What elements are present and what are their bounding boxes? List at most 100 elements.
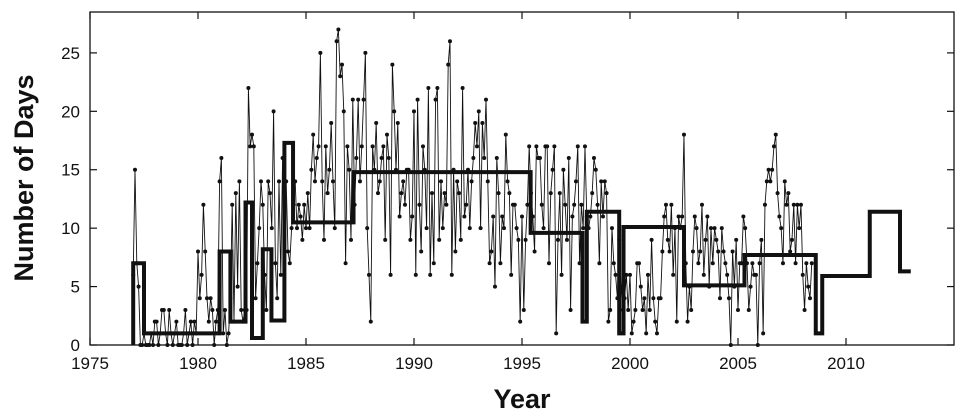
data-point bbox=[593, 167, 598, 172]
data-point bbox=[525, 202, 530, 207]
data-point bbox=[602, 179, 607, 184]
data-point bbox=[698, 249, 703, 254]
data-point bbox=[797, 226, 802, 231]
data-point bbox=[258, 179, 263, 184]
data-point bbox=[267, 191, 272, 196]
data-point bbox=[428, 272, 433, 277]
data-point bbox=[658, 296, 663, 301]
data-point bbox=[467, 226, 472, 231]
data-point bbox=[419, 249, 424, 254]
data-point bbox=[223, 307, 227, 312]
data-point bbox=[552, 144, 557, 149]
data-point bbox=[651, 296, 656, 301]
data-point bbox=[521, 307, 526, 312]
data-point bbox=[647, 307, 652, 312]
data-point bbox=[516, 237, 521, 242]
data-point bbox=[343, 261, 348, 266]
x-tick-label: 2005 bbox=[719, 354, 757, 373]
data-point bbox=[588, 214, 593, 219]
data-point bbox=[433, 97, 438, 102]
data-point bbox=[426, 85, 431, 90]
data-point bbox=[165, 343, 170, 347]
data-point bbox=[300, 237, 305, 242]
data-point bbox=[537, 156, 542, 161]
data-point bbox=[501, 226, 506, 231]
data-point bbox=[773, 132, 778, 137]
data-point bbox=[714, 237, 719, 242]
data-point bbox=[347, 167, 352, 172]
data-point bbox=[179, 343, 184, 347]
data-point bbox=[640, 307, 645, 312]
y-tick-label: 0 bbox=[71, 336, 80, 355]
data-point bbox=[770, 167, 775, 172]
data-point bbox=[321, 237, 326, 242]
data-point bbox=[250, 132, 254, 137]
data-point bbox=[323, 144, 328, 149]
data-point bbox=[572, 202, 577, 207]
data-point bbox=[341, 109, 346, 114]
data-point bbox=[753, 272, 758, 277]
x-tick-label: 1990 bbox=[395, 354, 433, 373]
data-point bbox=[237, 179, 242, 184]
data-point bbox=[721, 249, 726, 254]
data-point bbox=[303, 226, 308, 231]
data-point bbox=[469, 179, 474, 184]
data-point bbox=[636, 261, 641, 266]
data-point bbox=[689, 307, 694, 312]
data-point bbox=[482, 156, 487, 161]
data-point bbox=[791, 202, 796, 207]
data-point bbox=[527, 144, 532, 149]
data-point bbox=[743, 226, 748, 231]
data-point bbox=[555, 237, 560, 242]
data-point bbox=[489, 249, 494, 254]
data-point bbox=[350, 97, 355, 102]
data-point bbox=[444, 202, 449, 207]
data-point bbox=[366, 272, 371, 277]
data-point bbox=[453, 249, 458, 254]
x-tick-label: 1975 bbox=[71, 354, 109, 373]
data-point bbox=[680, 214, 685, 219]
data-point bbox=[375, 191, 380, 196]
y-tick-label: 15 bbox=[61, 161, 80, 180]
data-point bbox=[287, 261, 292, 266]
data-point bbox=[759, 237, 764, 242]
data-point bbox=[339, 62, 344, 67]
plot-area bbox=[131, 27, 911, 347]
data-point bbox=[768, 179, 773, 184]
data-point bbox=[579, 202, 584, 207]
data-point bbox=[667, 249, 672, 254]
data-point bbox=[734, 237, 739, 242]
data-point bbox=[645, 272, 650, 277]
data-point bbox=[147, 343, 152, 347]
data-point bbox=[185, 343, 190, 347]
data-point bbox=[701, 272, 706, 277]
data-point bbox=[766, 167, 771, 172]
data-point bbox=[716, 249, 721, 254]
data-point bbox=[764, 179, 769, 184]
data-point bbox=[435, 85, 440, 90]
data-point bbox=[327, 167, 332, 172]
data-point bbox=[460, 85, 465, 90]
y-tick-label: 10 bbox=[61, 219, 80, 238]
data-point bbox=[161, 307, 166, 312]
x-tick-label: 1995 bbox=[503, 354, 541, 373]
data-point bbox=[755, 343, 760, 347]
x-tick-label: 2010 bbox=[827, 354, 865, 373]
data-point bbox=[719, 226, 724, 231]
data-point bbox=[415, 97, 420, 102]
y-tick-label: 25 bbox=[61, 44, 80, 63]
data-point bbox=[663, 202, 668, 207]
data-point bbox=[496, 191, 501, 196]
data-point bbox=[802, 307, 807, 312]
data-point bbox=[233, 191, 238, 196]
data-point bbox=[264, 307, 269, 312]
data-point bbox=[462, 214, 467, 219]
data-point bbox=[705, 214, 710, 219]
data-point bbox=[748, 284, 753, 289]
data-point bbox=[384, 132, 389, 137]
data-point bbox=[671, 272, 676, 277]
data-point bbox=[485, 179, 490, 184]
data-point bbox=[685, 319, 690, 324]
data-point bbox=[190, 343, 195, 347]
data-point bbox=[703, 237, 708, 242]
